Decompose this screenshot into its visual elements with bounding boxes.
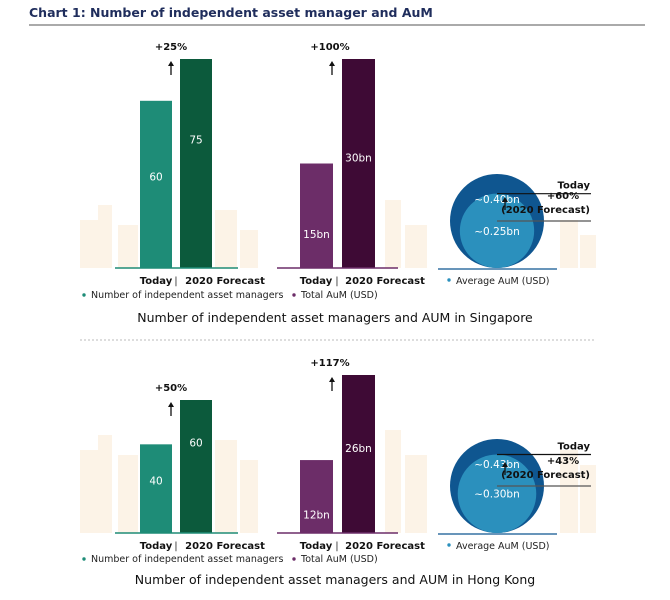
legend-bullet-icon — [447, 543, 451, 547]
skyline-building — [80, 450, 98, 533]
up-arrow-head-icon — [329, 377, 335, 382]
bubble-today-label: ~0.30bn — [474, 489, 520, 501]
skyline-building — [385, 430, 401, 533]
skyline-building — [580, 235, 596, 268]
tick-label-today: Today — [140, 541, 173, 552]
bubble-today-label: ~0.25bn — [474, 226, 520, 238]
tick-label-forecast: 2020 Forecast — [345, 541, 425, 552]
change-label: +50% — [155, 383, 187, 394]
skyline-building — [98, 205, 112, 268]
up-arrow-head-icon — [329, 61, 335, 66]
legend-label: Total AuM (USD) — [300, 290, 378, 301]
bar-value-label: 26bn — [345, 443, 372, 455]
today-marker-label: Today — [558, 441, 591, 452]
skyline-building — [385, 200, 401, 268]
bar-managers-today — [140, 444, 172, 533]
tick-label-forecast: 2020 Forecast — [345, 276, 425, 287]
up-arrow-head-icon — [502, 197, 508, 202]
bar-managers-forecast — [180, 59, 212, 268]
legend-bullet-icon — [447, 278, 451, 282]
tick-label-forecast: 2020 Forecast — [185, 541, 265, 552]
skyline-building — [405, 225, 427, 268]
skyline-building — [118, 455, 138, 533]
tick-separator: | — [174, 541, 177, 552]
legend-bullet-icon — [82, 557, 86, 561]
bar-value-label: 60 — [189, 438, 202, 450]
skyline-building — [240, 230, 258, 268]
legend-bullet-icon — [82, 293, 86, 297]
up-arrow-head-icon — [168, 61, 174, 66]
skyline-building — [580, 465, 596, 533]
legend-label: Average AuM (USD) — [456, 541, 549, 552]
legend-bullet-icon — [292, 293, 296, 297]
tick-separator: | — [335, 276, 338, 287]
legend-label: Number of independent asset managers — [91, 554, 283, 565]
up-arrow-head-icon — [502, 462, 508, 467]
bar-aum-today — [300, 163, 333, 268]
bar-aum-today — [300, 460, 333, 533]
legend-label: Total AuM (USD) — [300, 554, 378, 565]
tick-label-today: Today — [140, 276, 173, 287]
tick-separator: | — [335, 541, 338, 552]
skyline-building — [98, 435, 112, 533]
skyline-building — [215, 210, 237, 268]
tick-separator: | — [174, 276, 177, 287]
change-label: +60% — [547, 191, 579, 202]
bar-value-label: 75 — [189, 135, 202, 147]
bar-value-label: 60 — [149, 171, 162, 183]
bar-managers-today — [140, 100, 172, 268]
legend-bullet-icon — [292, 557, 296, 561]
skyline-building — [215, 440, 237, 533]
chart-title: Chart 1: Number of independent asset man… — [29, 5, 433, 20]
legend-label: Average AuM (USD) — [456, 276, 549, 287]
bar-value-label: 30bn — [345, 153, 372, 165]
skyline-building — [80, 220, 98, 268]
skyline-building — [118, 225, 138, 268]
bubble-avg-today — [459, 193, 535, 268]
tick-label-today: Today — [300, 276, 333, 287]
change-label: +25% — [155, 42, 187, 53]
change-label: +117% — [310, 358, 349, 369]
bar-aum-forecast — [342, 59, 375, 268]
tick-label-today: Today — [300, 541, 333, 552]
forecast-marker-label: (2020 Forecast) — [501, 205, 590, 216]
bar-value-label: 40 — [149, 476, 162, 488]
bubble-avg-today — [457, 454, 537, 533]
skyline-building — [560, 450, 578, 533]
skyline-building — [240, 460, 258, 533]
skyline-building — [560, 220, 578, 268]
bar-value-label: 12bn — [303, 510, 330, 522]
bubble-forecast-label: ~0.40bn — [474, 194, 520, 206]
today-marker-label: Today — [558, 181, 591, 192]
change-label: +43% — [547, 456, 579, 467]
change-label: +100% — [310, 42, 349, 53]
up-arrow-head-icon — [168, 402, 174, 407]
bar-aum-forecast — [342, 375, 375, 533]
legend-label: Number of independent asset managers — [91, 290, 283, 301]
tick-label-forecast: 2020 Forecast — [185, 276, 265, 287]
section-subtitle: Number of independent asset managers and… — [135, 572, 535, 587]
forecast-marker-label: (2020 Forecast) — [501, 470, 590, 481]
bar-value-label: 15bn — [303, 229, 330, 241]
skyline-building — [405, 455, 427, 533]
bar-managers-forecast — [180, 400, 212, 533]
bubble-forecast-label: ~0.43bn — [474, 459, 520, 471]
section-subtitle: Number of independent asset managers and… — [137, 310, 533, 325]
